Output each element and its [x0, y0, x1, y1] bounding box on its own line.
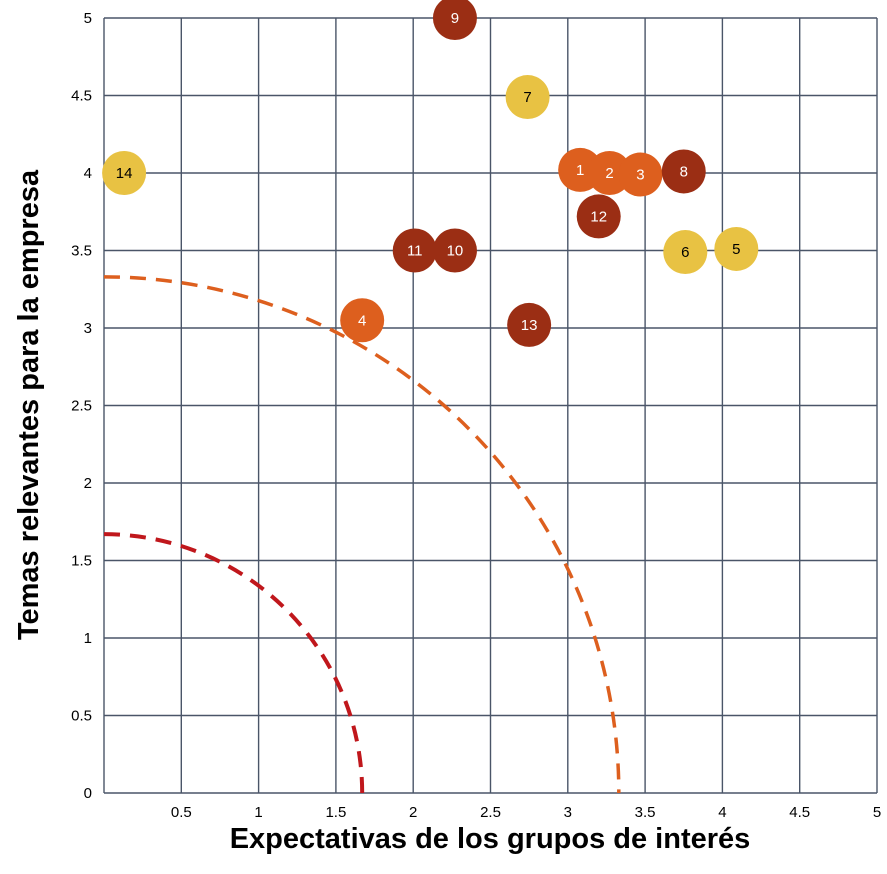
x-tick-label: 2.5 [480, 804, 501, 821]
y-tick-label: 5 [84, 10, 92, 27]
x-tick-label: 5 [873, 804, 881, 821]
data-point: 6 [663, 230, 708, 275]
data-point-bubble [587, 151, 632, 195]
data-point: 10 [432, 228, 477, 273]
data-point: 4 [340, 298, 385, 343]
data-point-label: 5 [732, 241, 740, 258]
data-point-bubble [505, 75, 550, 120]
y-axis-ticks: 0 0.5 1 1.5 2 2.5 3 3.5 4 4.5 5 [71, 10, 92, 802]
threshold-curve-outer [103, 275, 621, 794]
data-point-label: 7 [523, 89, 531, 106]
data-point-bubble [714, 226, 759, 271]
y-tick-label: 1.5 [71, 553, 92, 570]
x-tick-label: 2 [409, 804, 417, 821]
x-tick-label: 3.5 [635, 804, 656, 821]
x-axis-title: Expectativas de los grupos de interés [230, 823, 751, 855]
data-point: 7 [505, 75, 550, 120]
data-point: 5 [714, 226, 759, 271]
data-point-label: 1 [576, 162, 584, 179]
data-point-label: 13 [521, 317, 538, 334]
data-point-bubble [507, 302, 552, 347]
y-tick-label: 2.5 [71, 398, 92, 415]
data-point-label: 2 [605, 165, 613, 182]
data-point: 12 [576, 194, 621, 239]
data-point-label: 8 [680, 163, 688, 180]
data-point: 2 [587, 151, 632, 195]
data-point: 14 [102, 151, 147, 195]
data-point-label: 6 [681, 244, 689, 261]
y-axis-title: Temas relevantes para la empresa [13, 169, 45, 640]
data-point-label: 14 [116, 165, 133, 182]
data-point-bubble [576, 194, 621, 239]
data-point-bubble [432, 228, 477, 273]
y-tick-label: 3 [84, 320, 92, 337]
data-point-label: 9 [451, 10, 459, 27]
data-point-bubble [102, 151, 147, 195]
data-point-bubble [618, 152, 663, 197]
data-point-label: 12 [590, 208, 607, 225]
data-point-bubble [340, 298, 385, 343]
x-axis-ticks: 0.5 1 1.5 2 2.5 3 3.5 4 4.5 5 [171, 804, 881, 821]
y-tick-label: 4 [84, 165, 92, 182]
y-tick-label: 4.5 [71, 88, 92, 105]
x-tick-label: 4 [718, 804, 726, 821]
x-tick-label: 0.5 [171, 804, 192, 821]
threshold-curves [103, 275, 621, 794]
y-tick-label: 1 [84, 630, 92, 647]
data-point: 11 [392, 228, 437, 273]
data-point-bubble [392, 228, 437, 273]
data-point-bubble [663, 230, 708, 275]
y-tick-label: 3.5 [71, 243, 92, 260]
x-tick-label: 1 [254, 804, 262, 821]
data-point-label: 3 [636, 167, 644, 184]
data-point: 9 [432, 0, 477, 40]
data-point-label: 4 [358, 312, 366, 329]
x-tick-label: 4.5 [789, 804, 810, 821]
x-tick-label: 3 [564, 804, 572, 821]
y-tick-label: 2 [84, 475, 92, 492]
data-point-label: 11 [407, 243, 423, 260]
y-tick-label: 0 [84, 785, 92, 802]
data-point: 13 [507, 302, 552, 347]
data-point-label: 10 [447, 243, 464, 260]
data-point-bubble [661, 149, 706, 194]
data-point: 8 [661, 149, 706, 194]
threshold-curve-inner [103, 532, 365, 794]
data-point-bubble [432, 0, 477, 40]
data-point: 3 [618, 152, 663, 197]
grid [103, 17, 878, 794]
y-tick-label: 0.5 [71, 708, 92, 725]
x-tick-label: 1.5 [325, 804, 346, 821]
